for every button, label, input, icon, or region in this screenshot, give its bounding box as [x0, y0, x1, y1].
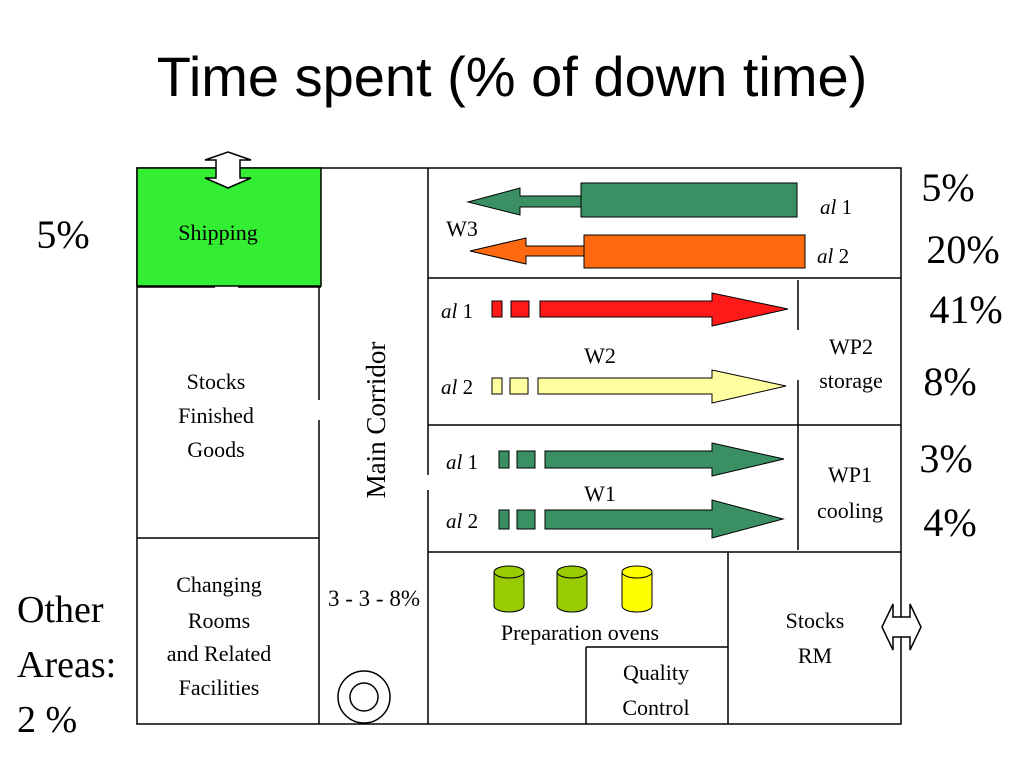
changing-rooms-line2: Rooms [188, 608, 250, 633]
oven-cylinder-2 [556, 565, 588, 613]
w3-line1-percentage: 5% [921, 165, 974, 210]
other-areas-line2: Areas: [17, 644, 116, 686]
w3-line1-arrow [466, 182, 798, 218]
stocks-rm-line2: RM [798, 643, 832, 668]
w1-line1-label: al 1 [446, 450, 478, 474]
floor-plan-walls [136, 167, 902, 725]
wp2-label-line2: storage [819, 368, 883, 393]
stocks-finished-goods-line3: Goods [187, 437, 244, 462]
oven-cylinder-1 [493, 565, 525, 613]
wp1-label-line1: WP1 [828, 462, 872, 487]
changing-rooms-line3: and Related [167, 641, 271, 666]
w2-label: W2 [584, 343, 616, 368]
w2-line1-arrow [491, 292, 789, 327]
w1-line2-label: al 2 [446, 509, 478, 533]
page-title: Time spent (% of down time) [157, 45, 868, 108]
quality-control-line2: Control [622, 695, 689, 720]
other-areas-line1: Other [17, 589, 104, 631]
double-arrow-vertical-icon [204, 151, 252, 189]
main-corridor-label: Main Corridor [361, 342, 391, 499]
preparation-ovens-label: Preparation ovens [501, 620, 659, 645]
other-areas-line3: 2 % [17, 699, 77, 741]
w3-line2-percentage: 20% [926, 227, 999, 272]
w1-line1-percentage: 3% [919, 436, 972, 481]
shipping-percentage: 5% [36, 212, 89, 257]
w3-line2-arrow [469, 234, 806, 269]
w1-line2-percentage: 4% [923, 500, 976, 545]
changing-rooms-line1: Changing [176, 572, 262, 597]
w2-line2-label: al 2 [441, 375, 473, 399]
w1-label: W1 [584, 481, 616, 506]
shipping-label: Shipping [178, 220, 257, 245]
quality-control-line1: Quality [623, 660, 689, 685]
w3-line1-label: al 1 [820, 195, 852, 219]
svg-text:al 2: al 2 [817, 244, 849, 268]
w1-line1-arrow [498, 442, 785, 477]
double-arrow-horizontal-icon [881, 603, 922, 651]
w2-line1-percentage: 41% [929, 287, 1002, 332]
wp1-label-line2: cooling [817, 498, 883, 523]
w3-label: W3 [446, 216, 478, 241]
stocks-rm-line1: Stocks [786, 608, 845, 633]
svg-text:al 1: al 1 [441, 299, 473, 323]
stocks-finished-goods-line1: Stocks [187, 369, 246, 394]
svg-text:al 1: al 1 [446, 450, 478, 474]
w3-line2-label: al 2 [817, 244, 849, 268]
concentric-circle-icon [337, 670, 391, 724]
svg-text:al 1: al 1 [820, 195, 852, 219]
w2-line2-percentage: 8% [923, 359, 976, 404]
w2-line1-label: al 1 [441, 299, 473, 323]
corridor-percentage: 3 - 3 - 8% [328, 586, 420, 611]
w2-line2-arrow [491, 369, 787, 404]
svg-text:al 2: al 2 [441, 375, 473, 399]
oven-cylinder-3 [621, 565, 653, 613]
w1-line2-arrow [498, 499, 785, 539]
svg-text:al 2: al 2 [446, 509, 478, 533]
stocks-finished-goods-line2: Finished [178, 403, 254, 428]
wp2-label-line1: WP2 [829, 334, 873, 359]
changing-rooms-line4: Facilities [179, 675, 260, 700]
